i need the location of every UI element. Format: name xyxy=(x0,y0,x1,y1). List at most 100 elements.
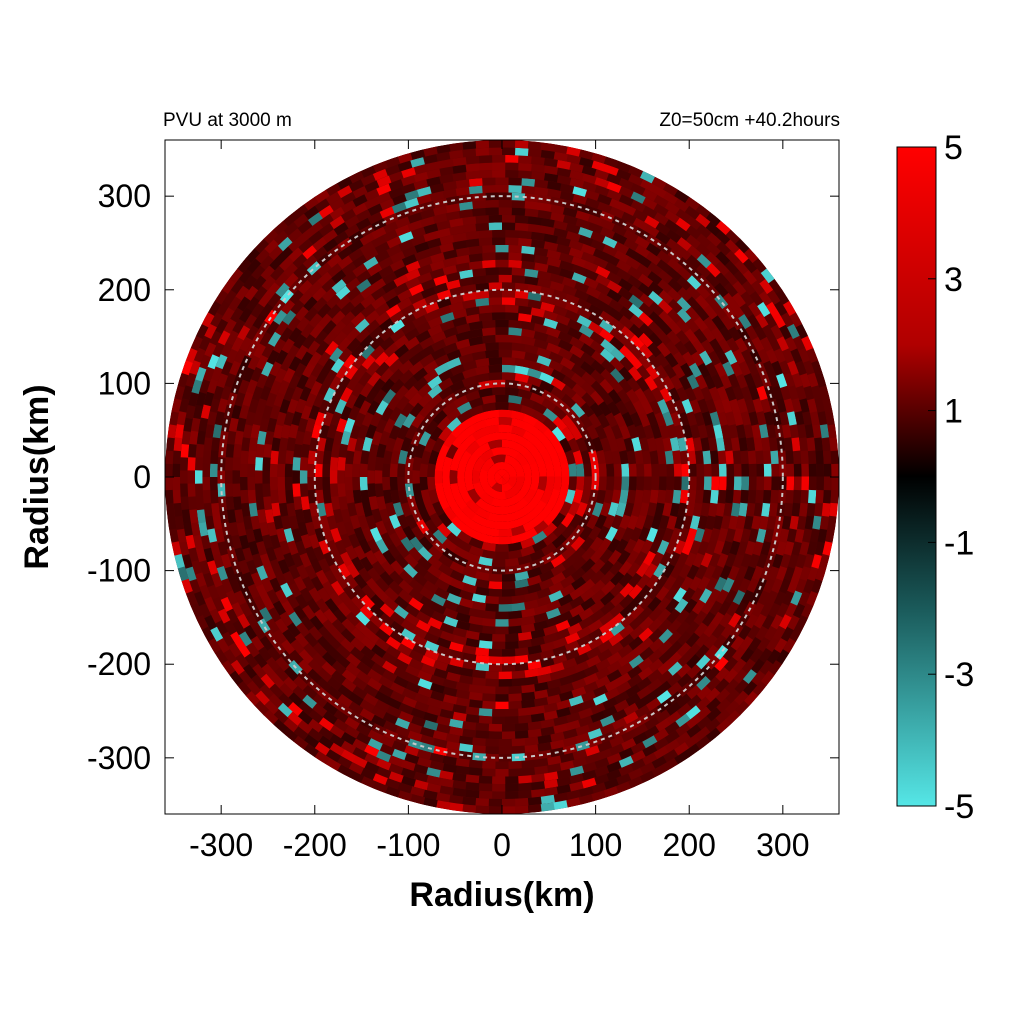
heatmap-cell xyxy=(765,589,779,606)
heatmap-cell xyxy=(359,477,368,492)
heatmap-cell xyxy=(293,735,309,750)
heatmap-cell xyxy=(212,553,224,569)
heatmap-cell xyxy=(511,207,526,216)
heatmap-cell xyxy=(359,463,368,478)
heatmap-cell xyxy=(521,615,536,626)
heatmap-cell xyxy=(695,564,708,580)
heatmap-cell xyxy=(556,707,572,718)
heatmap-cell xyxy=(243,664,258,680)
heatmap-cell xyxy=(278,256,294,272)
heatmap-cell xyxy=(359,382,374,398)
heatmap-cell xyxy=(413,163,429,175)
heatmap-cell xyxy=(458,589,475,601)
heatmap-cell xyxy=(648,301,664,316)
heatmap-cell xyxy=(224,566,237,582)
heatmap-cell xyxy=(308,718,324,733)
heatmap-cell xyxy=(480,482,495,497)
heatmap-cell xyxy=(634,235,650,250)
heatmap-cell xyxy=(458,667,474,677)
heatmap-cell xyxy=(714,271,730,288)
heatmap-cell xyxy=(420,489,432,505)
heatmap-cell xyxy=(632,538,646,554)
heatmap-cell xyxy=(277,463,286,478)
heatmap-cell xyxy=(815,489,824,504)
heatmap-cell xyxy=(538,363,554,376)
heatmap-cell xyxy=(567,500,581,517)
heatmap-cell xyxy=(409,157,425,168)
heatmap-cell xyxy=(179,541,190,557)
heatmap-cell xyxy=(569,595,585,609)
heatmap-cell xyxy=(484,207,499,216)
heatmap-cell xyxy=(559,674,575,686)
heatmap-cell xyxy=(498,671,513,680)
heatmap-cell xyxy=(468,684,484,694)
heatmap-cell xyxy=(455,331,471,342)
heatmap-cell xyxy=(653,737,670,751)
heatmap-cell xyxy=(603,156,619,168)
heatmap-cell xyxy=(548,449,561,465)
heatmap-cell xyxy=(231,602,245,618)
heatmap-cell xyxy=(389,378,405,395)
heatmap-cell xyxy=(689,423,701,439)
heatmap-cell xyxy=(190,522,201,537)
heatmap-cell xyxy=(637,584,653,600)
heatmap-cell xyxy=(297,710,314,725)
heatmap-cell xyxy=(580,251,596,264)
heatmap-cell xyxy=(814,397,825,413)
heatmap-cell xyxy=(589,231,606,243)
heatmap-cell xyxy=(648,310,664,326)
heatmap-cell xyxy=(195,457,204,471)
heatmap-cell xyxy=(232,470,240,485)
heatmap-cell xyxy=(363,693,379,707)
heatmap-cell xyxy=(412,643,428,656)
heatmap-cell xyxy=(637,354,652,370)
heatmap-cell xyxy=(814,502,823,517)
heatmap-cell xyxy=(590,702,607,715)
heatmap-cell xyxy=(314,463,323,478)
heatmap-cell xyxy=(350,627,366,643)
heatmap-cell xyxy=(708,552,721,568)
heatmap-cell xyxy=(464,313,480,324)
heatmap-cell xyxy=(459,488,472,504)
heatmap-cell xyxy=(345,277,361,292)
heatmap-cell xyxy=(386,697,402,710)
heatmap-cell xyxy=(441,401,458,416)
heatmap-cell xyxy=(560,583,576,597)
heatmap-cell xyxy=(606,669,623,683)
heatmap-cell xyxy=(348,239,364,253)
heatmap-cell xyxy=(658,289,674,305)
heatmap-cell xyxy=(408,588,424,603)
heatmap-cell xyxy=(540,149,555,160)
heatmap-cell xyxy=(353,574,368,590)
heatmap-cell xyxy=(384,156,401,168)
heatmap-cell xyxy=(529,462,540,477)
heatmap-cell xyxy=(383,520,396,537)
heatmap-cell xyxy=(221,578,233,594)
heatmap-cell xyxy=(494,394,509,403)
heatmap-cell xyxy=(546,599,562,612)
heatmap-cell xyxy=(658,463,667,477)
heatmap-cell xyxy=(732,410,744,426)
heatmap-cell xyxy=(251,386,264,402)
heatmap-cell xyxy=(442,249,458,260)
heatmap-cell xyxy=(615,501,627,517)
heatmap-cell xyxy=(449,286,464,297)
heatmap-cell xyxy=(394,525,408,542)
heatmap-cell xyxy=(767,565,780,581)
heatmap-cell xyxy=(770,489,779,504)
heatmap-cell xyxy=(397,350,413,365)
heatmap-cell xyxy=(286,437,296,452)
heatmap-cell xyxy=(665,229,682,243)
heatmap-cell xyxy=(517,230,532,240)
heatmap-cell xyxy=(571,186,587,197)
heatmap-cell xyxy=(212,424,223,439)
heatmap-cell xyxy=(488,573,503,582)
heatmap-cell xyxy=(426,705,442,717)
heatmap-cell xyxy=(437,523,452,538)
heatmap-cell xyxy=(287,237,303,253)
heatmap-cell xyxy=(374,241,390,255)
heatmap-cell xyxy=(229,578,242,594)
heatmap-cell xyxy=(560,426,575,442)
heatmap-cell xyxy=(514,722,530,732)
